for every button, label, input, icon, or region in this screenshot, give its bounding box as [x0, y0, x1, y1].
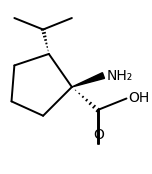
Text: OH: OH [128, 92, 149, 105]
Text: NH₂: NH₂ [106, 69, 133, 82]
Polygon shape [72, 73, 105, 87]
Text: O: O [94, 128, 105, 142]
